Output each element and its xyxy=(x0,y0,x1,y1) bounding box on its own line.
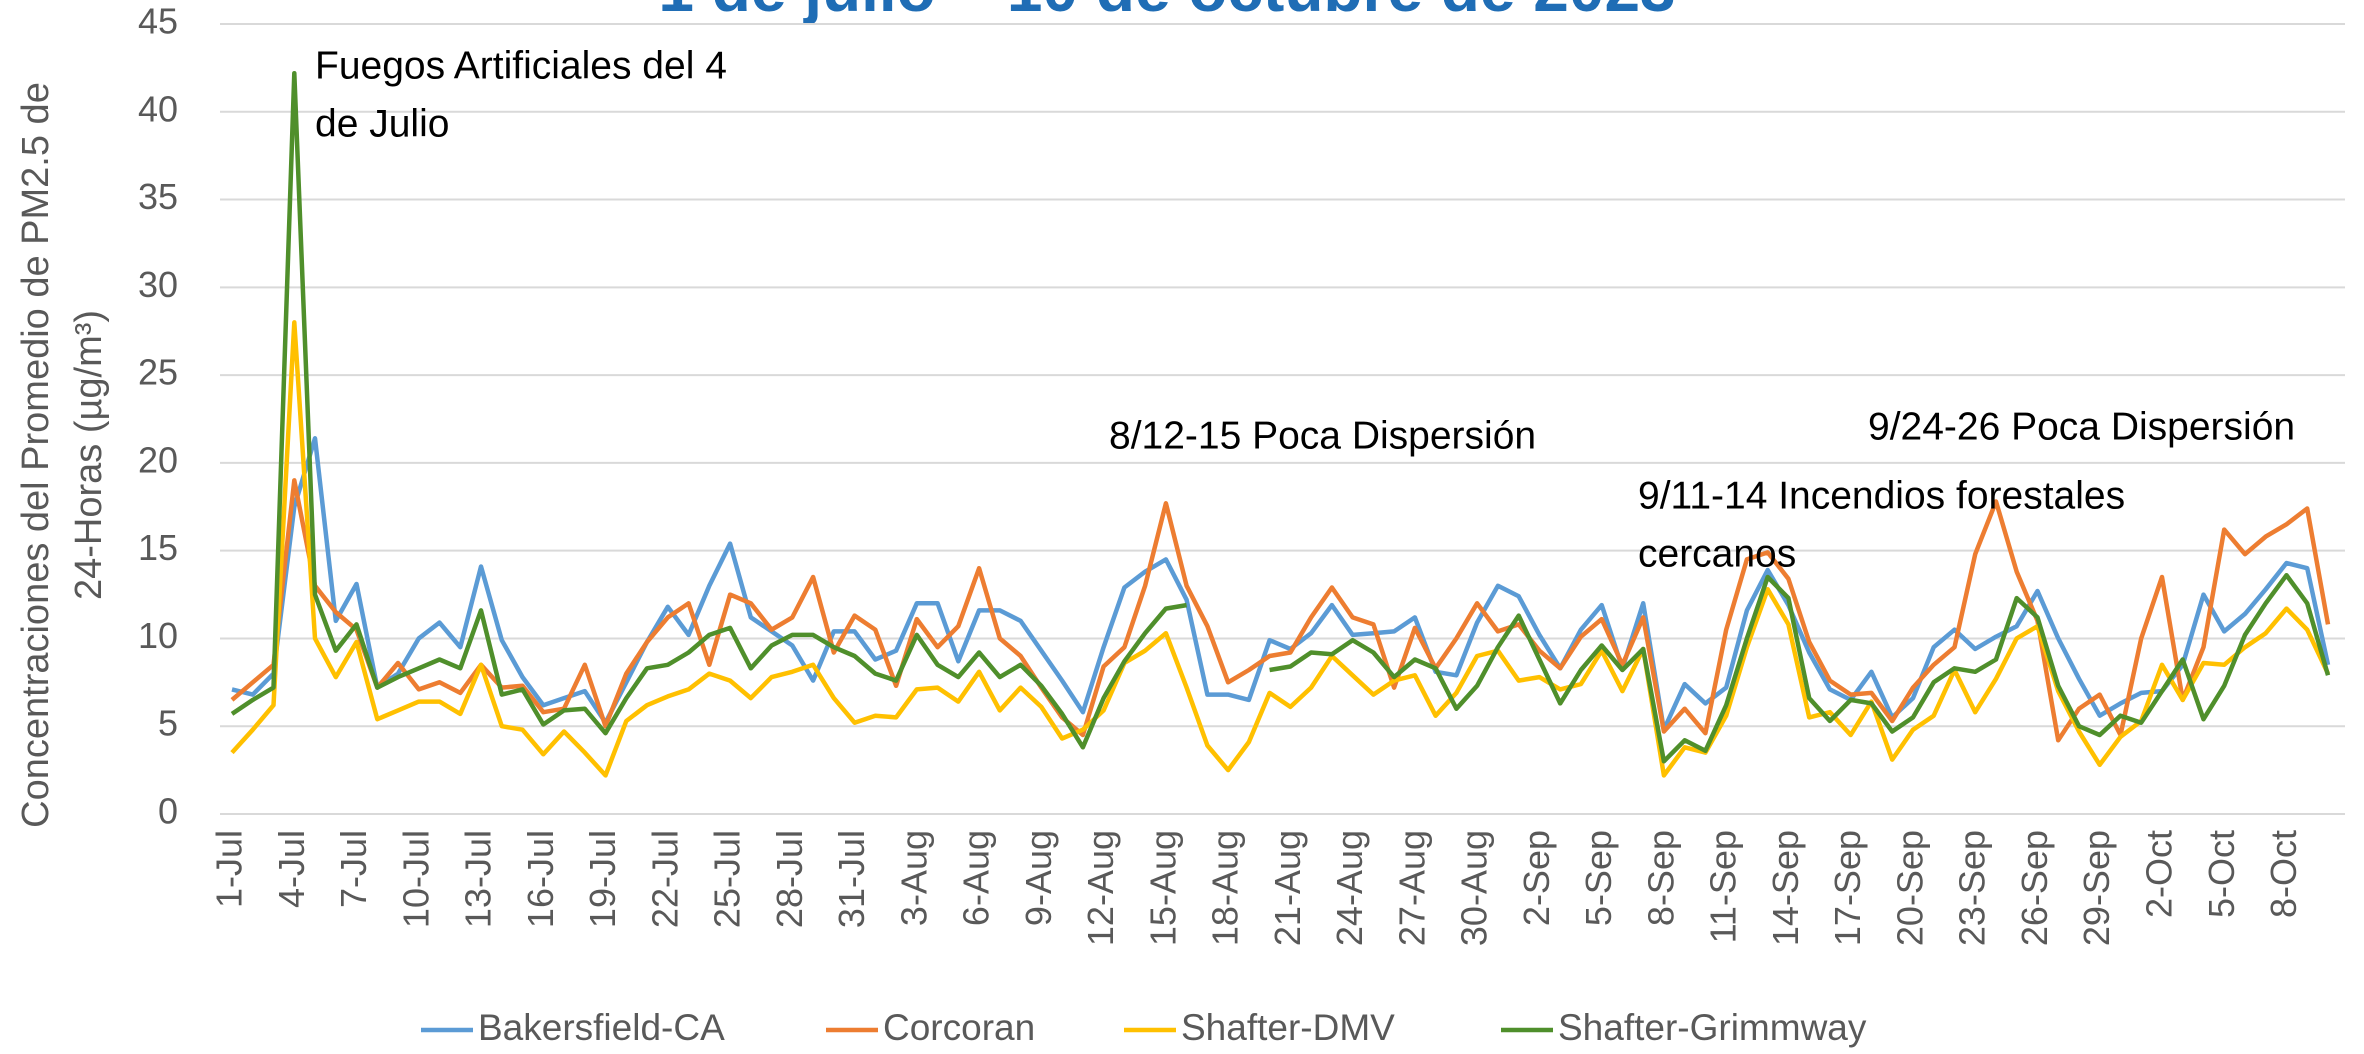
y-tick-label: 20 xyxy=(138,439,178,480)
x-tick-label: 26-Sep xyxy=(2014,830,2055,946)
x-tick-label: 7-Jul xyxy=(333,830,374,908)
x-tick-label: 31-Jul xyxy=(831,830,872,928)
x-tick-label: 12-Aug xyxy=(1080,830,1121,946)
x-tick-label: 20-Sep xyxy=(1889,830,1930,946)
legend-label: Shafter-Grimmway xyxy=(1558,1007,1867,1048)
legend-label: Corcoran xyxy=(883,1007,1035,1048)
y-axis-title: Concentraciones del Promedio de PM2.5 de xyxy=(15,82,57,828)
y-tick-label: 10 xyxy=(138,615,178,656)
x-tick-label: 17-Sep xyxy=(1827,830,1868,946)
x-tick-label: 13-Jul xyxy=(458,830,499,928)
annotation: 9/11-14 Incendios forestales xyxy=(1638,474,2125,517)
annotation: cercanos xyxy=(1638,532,1796,575)
x-tick-label: 4-Jul xyxy=(271,830,312,908)
x-tick-label: 10-Jul xyxy=(395,830,436,928)
y-tick-label: 0 xyxy=(158,791,178,832)
y-tick-label: 35 xyxy=(138,176,178,217)
x-tick-label: 23-Sep xyxy=(1952,830,1993,946)
annotation: 9/24-26 Poca Dispersión xyxy=(1868,405,2295,448)
y-tick-label: 5 xyxy=(158,703,178,744)
x-tick-label: 6-Aug xyxy=(956,830,997,926)
x-tick-label: 5-Oct xyxy=(2201,830,2242,918)
x-tick-label: 11-Sep xyxy=(1703,830,1744,943)
series-line xyxy=(230,478,2331,743)
series-line xyxy=(230,320,2331,778)
y-tick-label: 45 xyxy=(138,1,178,42)
x-tick-label: 19-Jul xyxy=(582,830,623,928)
y-tick-label: 40 xyxy=(138,88,178,129)
x-tick-label: 2-Sep xyxy=(1516,830,1557,926)
x-tick-label: 21-Aug xyxy=(1267,830,1308,946)
annotation: Fuegos Artificiales del 4 xyxy=(315,44,727,87)
series-line xyxy=(230,70,2331,764)
x-tick-label: 24-Aug xyxy=(1329,830,1370,946)
x-tick-label: 1-Jul xyxy=(209,830,250,908)
x-tick-label: 2-Oct xyxy=(2138,830,2179,918)
x-tick-label: 27-Aug xyxy=(1391,830,1432,946)
x-tick-label: 9-Aug xyxy=(1018,830,1059,926)
x-tick-label: 16-Jul xyxy=(520,830,561,928)
series-line xyxy=(231,436,2331,732)
x-tick-label: 22-Jul xyxy=(644,830,685,928)
x-tick-label: 15-Aug xyxy=(1142,830,1183,946)
x-tick-label: 29-Sep xyxy=(2076,830,2117,946)
annotation: de Julio xyxy=(315,102,449,145)
x-tick-label: 3-Aug xyxy=(893,830,934,926)
legend-label: Bakersfield-CA xyxy=(478,1007,725,1048)
x-tick-label: 14-Sep xyxy=(1765,830,1806,946)
annotation: 8/12-15 Poca Dispersión xyxy=(1109,414,1536,457)
chart-title: 1 de julio – 10 de octubre de 2023 xyxy=(658,0,1675,25)
x-tick-label: 18-Aug xyxy=(1205,830,1246,946)
y-tick-label: 15 xyxy=(138,527,178,568)
x-tick-label: 28-Jul xyxy=(769,830,810,928)
x-tick-label: 8-Sep xyxy=(1640,830,1681,926)
x-tick-label: 8-Oct xyxy=(2263,830,2304,918)
y-tick-label: 30 xyxy=(138,264,178,305)
x-tick-label: 5-Sep xyxy=(1578,830,1619,926)
x-tick-label: 30-Aug xyxy=(1454,830,1495,946)
y-axis-title: 24-Horas (µg/m³) xyxy=(68,310,110,600)
x-tick-label: 25-Jul xyxy=(707,830,748,928)
legend-label: Shafter-DMV xyxy=(1181,1007,1395,1048)
y-tick-label: 25 xyxy=(138,352,178,393)
